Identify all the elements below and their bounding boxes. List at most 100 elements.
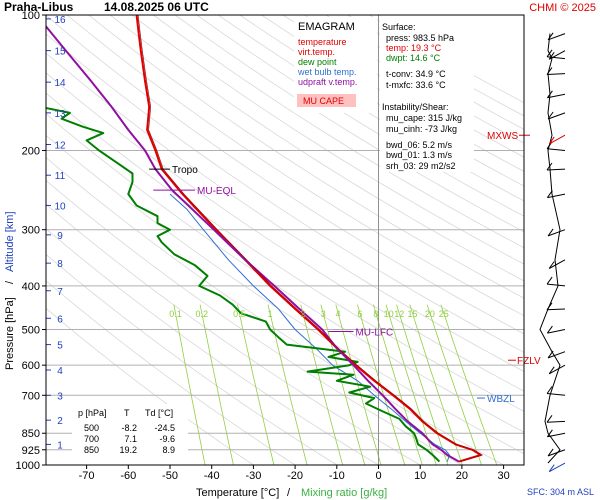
table-cell: 7.1: [124, 434, 137, 444]
wind-barb-staff: [548, 364, 566, 375]
altitude-tick-label: 12: [54, 141, 66, 152]
x-tick-label: -10: [329, 470, 345, 482]
x-tick-label: -70: [79, 470, 95, 482]
altitude-tick-label: 3: [57, 391, 63, 402]
table-cell: 850: [84, 445, 99, 455]
wind-barb-staff: [546, 73, 566, 75]
bwd-01: bwd_01: 1.3 m/s: [386, 150, 453, 160]
wind-barb-feather: [547, 350, 554, 359]
wind-barb-staff: [547, 351, 566, 359]
altitude-tick-label: 15: [54, 47, 66, 58]
wind-barb-staff: [547, 148, 566, 151]
mixing-ratio-label: 0.5: [233, 309, 246, 319]
y-tick-label: 300: [22, 225, 40, 237]
mixing-ratio-label: 0.1: [169, 309, 182, 319]
wind-barb-staff: [547, 229, 566, 237]
wind-barb-feather: [546, 302, 553, 311]
altitude-tick-label: 14: [54, 78, 66, 89]
mixing-ratio-line: [267, 304, 308, 465]
virtual-temperature-line: [137, 15, 484, 462]
y-tick-label: 1000: [16, 460, 40, 472]
x-tick-label: -30: [245, 470, 261, 482]
wind-barb-feather: [548, 52, 555, 60]
wind-barb-feather: [547, 32, 554, 41]
mixing-ratio-label: 10: [384, 309, 394, 319]
surface-press: press: 983.5 hPa: [386, 33, 454, 43]
wind-barb-feather: [546, 90, 553, 99]
mxws-label: MXWS: [487, 131, 518, 142]
x-tick-label: -40: [204, 470, 220, 482]
level-table: p [hPa] T Td [°C] 500 -8.2 -24.5 700 7.1…: [72, 404, 188, 456]
table-cell: 700: [84, 434, 99, 444]
mixing-ratio-label: 12: [394, 309, 404, 319]
dry-adiabat-line: [196, 15, 524, 217]
mu-cape-badge-label: MU CAPE: [303, 96, 344, 106]
altitude-tick-label: 8: [57, 259, 63, 270]
x-tick-label: -50: [162, 470, 178, 482]
y-axis-label-sep: /: [4, 280, 16, 284]
dewpoint-line: [46, 106, 441, 463]
dry-adiabat-line: [46, 92, 524, 412]
wind-barb-feather: [546, 415, 553, 423]
wind-barb-feather: [547, 448, 554, 457]
mixing-ratio-line: [396, 304, 449, 465]
special-levels: Tropo MU-EQL MU-LFC FZLV WBZL MXWS: [149, 131, 541, 405]
mixing-ratio-label: 15: [407, 309, 417, 319]
mixing-ratio-line: [426, 304, 482, 465]
mixing-ratio-label: 3: [321, 309, 326, 319]
altitude-tick-label: 16: [54, 15, 66, 26]
mixing-ratio-label: 20: [425, 309, 435, 319]
y-tick-label: 925: [22, 445, 40, 457]
t-conv: t-conv: 34.9 °C: [386, 69, 446, 79]
mu-lfc-label: MU-LFC: [355, 327, 393, 338]
mixing-ratio-label: 0.2: [196, 309, 209, 319]
mixing-ratio-line: [173, 304, 206, 465]
legend-item-wet-bulb: wet bulb temp.: [297, 67, 357, 77]
axes: 0.1 0.2 0.5 1 2 3 4 6 8 10 12 15 20 25100200300400500…: [16, 10, 510, 482]
altitude-tick-label: 9: [57, 231, 63, 242]
altitude-tick-label: 7: [57, 287, 63, 298]
surface-dwpt: dwpt: 14.6 °C: [386, 53, 441, 63]
wind-barb-feather: [548, 464, 555, 472]
mixing-ratio-label: 4: [336, 309, 341, 319]
wind-barb-feather: [547, 111, 554, 120]
wind-barb-staff: [547, 329, 566, 334]
x-tick-label: -20: [287, 470, 303, 482]
mixing-ratio-line: [335, 304, 382, 465]
wind-barb-feather: [546, 386, 553, 394]
dry-adiabat-line: [46, 113, 524, 433]
level-table-box: [72, 404, 188, 456]
x-axis-label-mix: Mixing ratio [g/kg]: [301, 487, 387, 499]
mixing-ratio-line: [357, 304, 406, 465]
surface-heading: Surface:: [382, 22, 416, 32]
t-mxfc: t-mxfc: 33.6 °C: [386, 80, 446, 90]
legend-item-updraft: udpraft v.temp.: [298, 77, 357, 87]
wind-barb-staff: [548, 259, 566, 269]
wind-barb-staff: [547, 56, 566, 60]
dry-adiabat-line: [174, 15, 524, 233]
y-tick-label: 400: [22, 281, 40, 293]
x-tick-label: 0: [375, 470, 381, 482]
wind-barb-feather: [546, 67, 553, 75]
surface-elevation: SFC: 304 m ASL: [527, 487, 594, 497]
table-cell: -24.5: [154, 423, 175, 433]
y-tick-label: 600: [22, 360, 40, 372]
mixing-ratio-line: [373, 304, 423, 465]
mixing-ratio-label: 2: [300, 309, 305, 319]
wind-barb-staff: [547, 193, 566, 199]
wind-barb-feather: [547, 228, 554, 237]
wind-barb-staff: [546, 168, 566, 171]
temperature-line: [135, 15, 482, 463]
y-axis-label-press: Pressure [hPa]: [4, 297, 16, 370]
table-cell: -8.2: [121, 423, 137, 433]
wind-barb-feather: [546, 190, 553, 198]
y-tick-label: 850: [22, 428, 40, 440]
fzlv-label: FZLV: [517, 356, 541, 367]
y-tick-label: 700: [22, 390, 40, 402]
mixing-ratio-line: [237, 304, 275, 465]
mixing-ratio-line: [385, 304, 437, 465]
x-tick-label: -60: [120, 470, 136, 482]
y-axis-label-alt: Altitude [km]: [4, 211, 16, 272]
dry-adiabat-line: [66, 15, 524, 317]
altitude-tick-label: 13: [54, 109, 66, 120]
